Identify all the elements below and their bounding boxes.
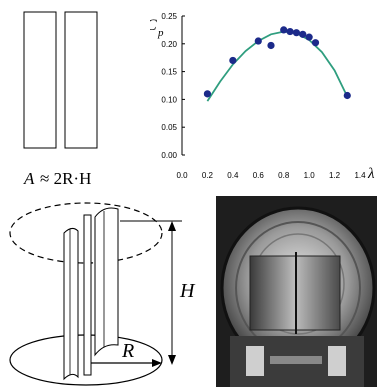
fit-curve-layer xyxy=(206,30,349,102)
y-tick-label: 0.10 xyxy=(161,95,177,104)
x-tick-label: 1.0 xyxy=(304,171,316,180)
y-tick-label: 0.25 xyxy=(161,12,177,21)
data-point xyxy=(229,56,237,65)
fit-curve xyxy=(206,30,349,102)
x-axis-label: λ xyxy=(367,166,375,182)
cp-chart-panel: 0.00 0.05 0.10 0.15 0.20 0.25 0.0 0.2 0.4 0.6 0.8 1… xyxy=(150,0,377,200)
rotor-shaft xyxy=(83,214,92,376)
x-tick-label: 0.4 xyxy=(227,171,239,180)
y-tick-label: 0.00 xyxy=(161,151,177,160)
swept-area-panel: A ≈ 2R·H xyxy=(0,0,150,200)
data-point xyxy=(267,41,275,50)
y-tick-label: 0.15 xyxy=(161,68,177,77)
area-formula-rhs: ≈ 2R·H xyxy=(40,169,91,188)
area-formula-lhs: A xyxy=(23,169,35,188)
radius-label: R xyxy=(121,340,134,362)
wind-tunnel-photo xyxy=(216,196,377,387)
cp-chart: 0.00 0.05 0.10 0.15 0.20 0.25 0.0 0.2 0.4 0.6 0.8 1… xyxy=(150,12,375,182)
data-point xyxy=(311,39,320,47)
support-leg-left xyxy=(246,346,264,376)
tick-labels-layer: 0.00 0.05 0.10 0.15 0.20 0.25 0.0 0.2 0.4 0.6 0.8 1… xyxy=(161,12,366,180)
data-point xyxy=(305,33,313,41)
data-point xyxy=(299,30,307,38)
left-blade-rect xyxy=(23,11,57,149)
left-blade xyxy=(63,227,79,381)
y-tick-label: 0.20 xyxy=(161,40,177,49)
height-label: H xyxy=(179,280,196,302)
right-blade-rect xyxy=(64,11,98,149)
wind-tunnel-illustration xyxy=(216,196,377,387)
data-point xyxy=(286,27,294,36)
x-tick-label: 0.8 xyxy=(278,171,290,180)
x-tick-label: 1.4 xyxy=(354,171,366,180)
height-arrow-bottom xyxy=(168,355,176,365)
y-axis-label: C xyxy=(150,17,157,34)
data-points-layer xyxy=(203,26,351,100)
y-tick-label: 0.05 xyxy=(161,123,177,132)
x-tick-label: 1.2 xyxy=(329,171,341,180)
data-point xyxy=(280,26,288,34)
data-point xyxy=(203,90,212,98)
data-point xyxy=(254,37,262,45)
rotor-sketch-panel: H R xyxy=(0,195,215,387)
support-leg-right xyxy=(328,346,346,376)
swept-area-diagram: A ≈ 2R·H xyxy=(23,11,98,188)
right-blade xyxy=(94,207,119,357)
rotor-diagram: H R xyxy=(9,202,196,386)
data-point xyxy=(343,91,351,100)
radius-arrow xyxy=(152,359,162,367)
data-point xyxy=(292,29,301,37)
support-crossbar xyxy=(270,356,322,364)
chart-axes xyxy=(181,15,185,156)
height-arrow-top xyxy=(168,221,176,231)
x-tick-label: 0.6 xyxy=(253,171,265,180)
y-axis-label-subscript: p xyxy=(157,27,164,39)
x-tick-label: 0.2 xyxy=(202,171,214,180)
x-tick-label: 0.0 xyxy=(176,171,188,180)
top-dashed-ellipse xyxy=(9,202,163,264)
